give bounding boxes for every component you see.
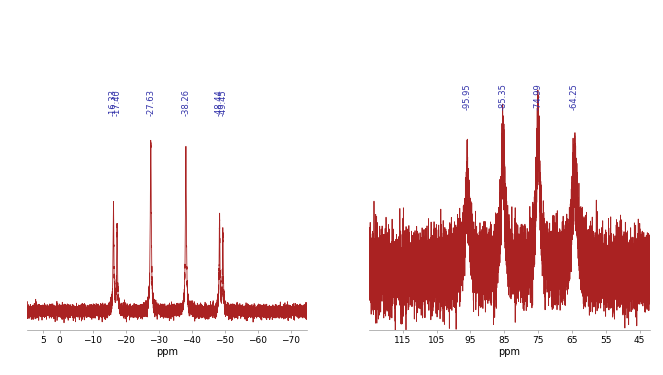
Text: -17.40: -17.40 bbox=[113, 90, 121, 116]
X-axis label: ppm: ppm bbox=[499, 347, 520, 357]
Text: -85.35: -85.35 bbox=[499, 82, 508, 110]
Text: -38.26: -38.26 bbox=[182, 89, 190, 116]
Text: -74.99: -74.99 bbox=[534, 83, 542, 110]
Text: -27.63: -27.63 bbox=[147, 89, 155, 116]
X-axis label: ppm: ppm bbox=[156, 347, 178, 357]
Text: -16.33: -16.33 bbox=[109, 89, 118, 116]
Text: -64.25: -64.25 bbox=[570, 83, 579, 110]
Text: -49.45: -49.45 bbox=[218, 90, 227, 116]
Text: -95.95: -95.95 bbox=[463, 83, 472, 110]
Text: -48.44: -48.44 bbox=[215, 90, 224, 116]
